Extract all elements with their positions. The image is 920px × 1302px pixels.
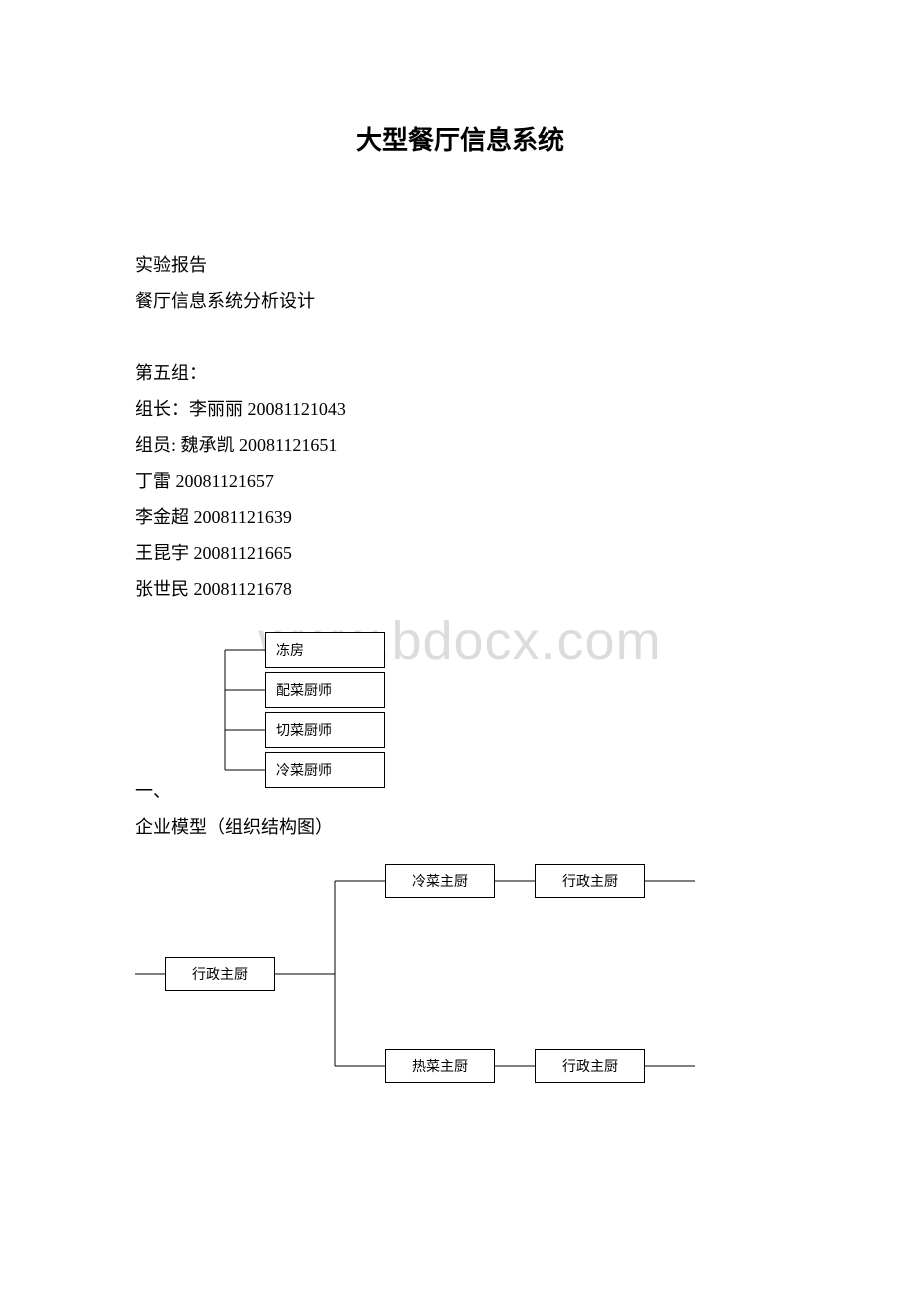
box-exec-chef-root: 行政主厨 (165, 957, 275, 991)
box-freezer: 冻房 (265, 632, 385, 668)
page-content: 大型餐厅信息系统 实验报告 餐厅信息系统分析设计 第五组： 组长：李丽丽 200… (0, 0, 920, 1164)
box-prep-chef: 配菜厨师 (265, 672, 385, 708)
line-member-2: 丁雷 20081121657 (135, 463, 785, 499)
line-member-4: 王昆宇 20081121665 (135, 535, 785, 571)
section-label: 企业模型（组织结构图） (135, 813, 785, 839)
box-cold-head-chef: 冷菜主厨 (385, 864, 495, 898)
box-hot-head-chef: 热菜主厨 (385, 1049, 495, 1083)
box-cut-chef: 切菜厨师 (265, 712, 385, 748)
document-title: 大型餐厅信息系统 (135, 120, 785, 157)
box-exec-chef-upper: 行政主厨 (535, 864, 645, 898)
line-leader: 组长：李丽丽 20081121043 (135, 391, 785, 427)
line-subtitle: 餐厅信息系统分析设计 (135, 283, 785, 319)
line-report: 实验报告 (135, 247, 785, 283)
line-member-5: 张世民 20081121678 (135, 571, 785, 607)
diagram-stacked-roles: 冻房 配菜厨师 切菜厨师 冷菜厨师 (175, 632, 435, 797)
blank-line (135, 319, 785, 355)
diagram-org-tree: 行政主厨 冷菜主厨 行政主厨 热菜主厨 行政主厨 (135, 844, 785, 1104)
line-member-3: 李金超 20081121639 (135, 499, 785, 535)
box-exec-chef-lower: 行政主厨 (535, 1049, 645, 1083)
box-cold-chef: 冷菜厨师 (265, 752, 385, 788)
line-group: 第五组： (135, 355, 785, 391)
body-text-block: 实验报告 餐厅信息系统分析设计 第五组： 组长：李丽丽 20081121043 … (135, 247, 785, 607)
line-member-1: 组员: 魏承凯 20081121651 (135, 427, 785, 463)
